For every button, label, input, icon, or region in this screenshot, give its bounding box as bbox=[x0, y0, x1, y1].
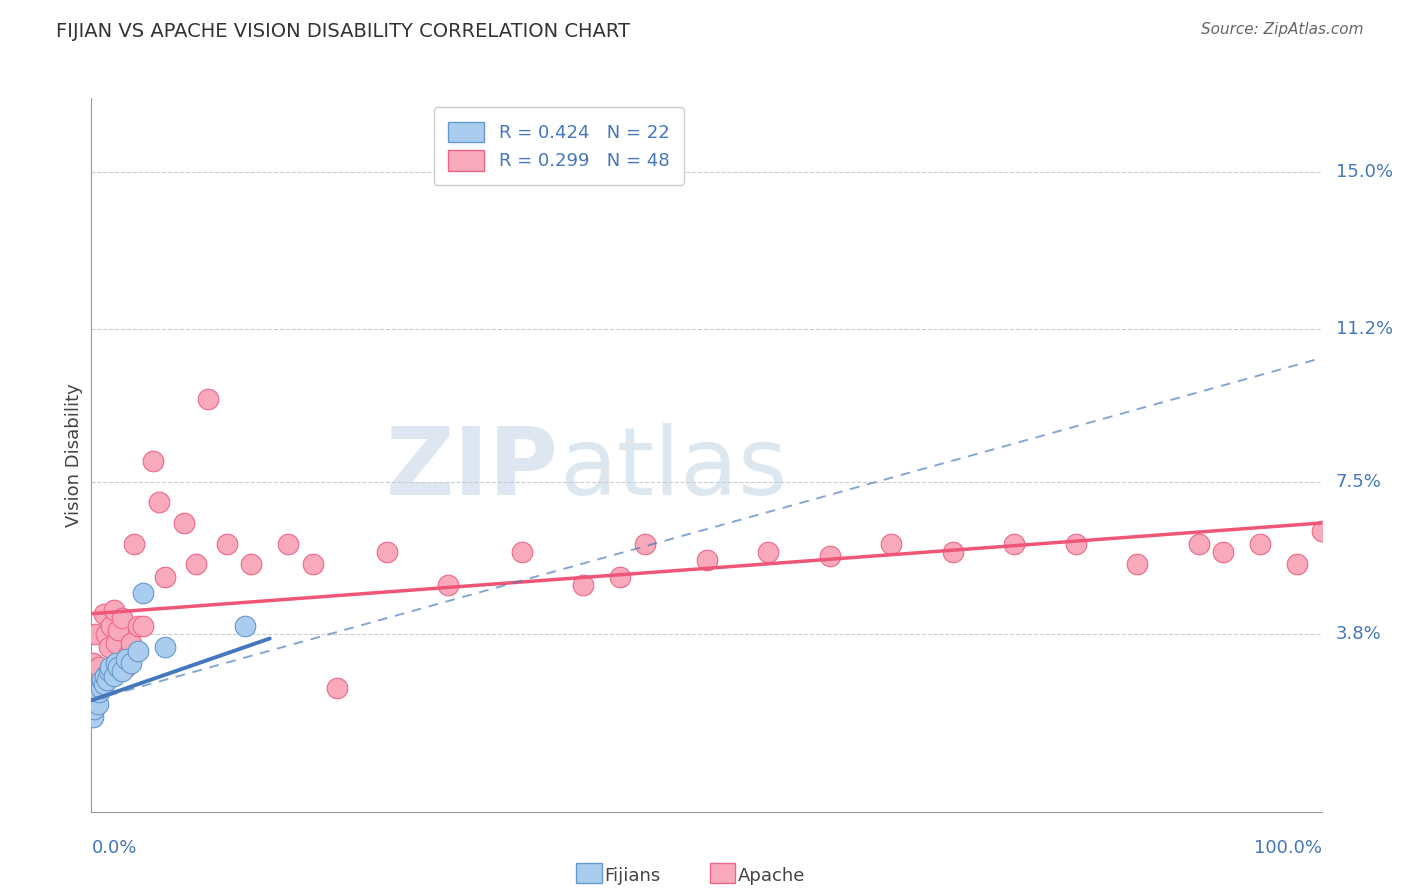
Point bbox=[82, 710, 104, 724]
Point bbox=[756, 545, 779, 559]
Point bbox=[105, 657, 127, 671]
Point bbox=[277, 536, 299, 550]
Point bbox=[1002, 536, 1025, 550]
Point bbox=[375, 545, 398, 559]
Point bbox=[634, 536, 657, 550]
Point bbox=[153, 569, 177, 583]
Point bbox=[120, 657, 142, 671]
Point bbox=[96, 627, 117, 641]
Text: 0.0%: 0.0% bbox=[91, 839, 136, 857]
Point bbox=[173, 516, 195, 530]
Point bbox=[148, 495, 170, 509]
Point bbox=[90, 681, 112, 695]
Point bbox=[301, 558, 323, 572]
Point bbox=[103, 602, 125, 616]
Point bbox=[111, 665, 134, 679]
Point bbox=[84, 627, 107, 641]
Point bbox=[96, 673, 118, 687]
Point bbox=[120, 635, 142, 649]
Text: 11.2%: 11.2% bbox=[1336, 320, 1393, 338]
Point bbox=[1187, 536, 1209, 550]
Legend: R = 0.424   N = 22, R = 0.299   N = 48: R = 0.424 N = 22, R = 0.299 N = 48 bbox=[434, 107, 683, 185]
Point bbox=[100, 619, 122, 633]
Point bbox=[86, 698, 108, 712]
Point bbox=[103, 668, 125, 682]
Point bbox=[1064, 536, 1087, 550]
Point bbox=[114, 660, 138, 674]
Point bbox=[233, 619, 256, 633]
Point bbox=[117, 648, 139, 662]
Point bbox=[93, 607, 115, 621]
Point bbox=[215, 536, 238, 550]
Point bbox=[98, 660, 121, 674]
Text: FIJIAN VS APACHE VISION DISABILITY CORRELATION CHART: FIJIAN VS APACHE VISION DISABILITY CORRE… bbox=[56, 22, 630, 41]
Point bbox=[94, 668, 117, 682]
Point bbox=[107, 660, 129, 674]
Point bbox=[91, 673, 114, 687]
Text: Fijians: Fijians bbox=[605, 867, 661, 885]
Point bbox=[572, 578, 595, 592]
Point bbox=[197, 392, 219, 407]
Text: 7.5%: 7.5% bbox=[1336, 473, 1382, 491]
Point bbox=[93, 677, 115, 691]
Point bbox=[1285, 558, 1308, 572]
Text: Apache: Apache bbox=[738, 867, 806, 885]
Text: Source: ZipAtlas.com: Source: ZipAtlas.com bbox=[1201, 22, 1364, 37]
Point bbox=[153, 640, 177, 654]
Point bbox=[132, 586, 155, 600]
Y-axis label: Vision Disability: Vision Disability bbox=[65, 383, 83, 527]
Point bbox=[132, 619, 155, 633]
Point bbox=[82, 657, 104, 671]
Point bbox=[107, 624, 129, 638]
Point bbox=[510, 545, 533, 559]
Point bbox=[84, 693, 107, 707]
Point bbox=[127, 644, 149, 658]
Point bbox=[1126, 558, 1149, 572]
Point bbox=[87, 660, 110, 674]
Point bbox=[111, 611, 134, 625]
Point bbox=[695, 553, 717, 567]
Point bbox=[97, 665, 120, 679]
Point bbox=[437, 578, 460, 592]
Point bbox=[105, 635, 127, 649]
Text: 15.0%: 15.0% bbox=[1336, 163, 1392, 181]
Point bbox=[1212, 545, 1234, 559]
Point bbox=[97, 640, 120, 654]
Point bbox=[142, 454, 165, 468]
Point bbox=[114, 652, 138, 666]
Point bbox=[90, 677, 112, 691]
Text: atlas: atlas bbox=[558, 423, 787, 516]
Point bbox=[240, 558, 263, 572]
Point bbox=[1310, 524, 1333, 539]
Point bbox=[127, 619, 149, 633]
Text: ZIP: ZIP bbox=[387, 423, 558, 516]
Point bbox=[880, 536, 903, 550]
Text: 100.0%: 100.0% bbox=[1254, 839, 1322, 857]
Point bbox=[326, 681, 349, 695]
Point bbox=[87, 685, 110, 699]
Point bbox=[941, 545, 963, 559]
Point bbox=[818, 549, 841, 563]
Text: 3.8%: 3.8% bbox=[1336, 625, 1381, 643]
Point bbox=[1249, 536, 1271, 550]
Point bbox=[83, 701, 105, 715]
Point bbox=[609, 569, 631, 583]
Point bbox=[124, 536, 146, 550]
Point bbox=[184, 558, 207, 572]
